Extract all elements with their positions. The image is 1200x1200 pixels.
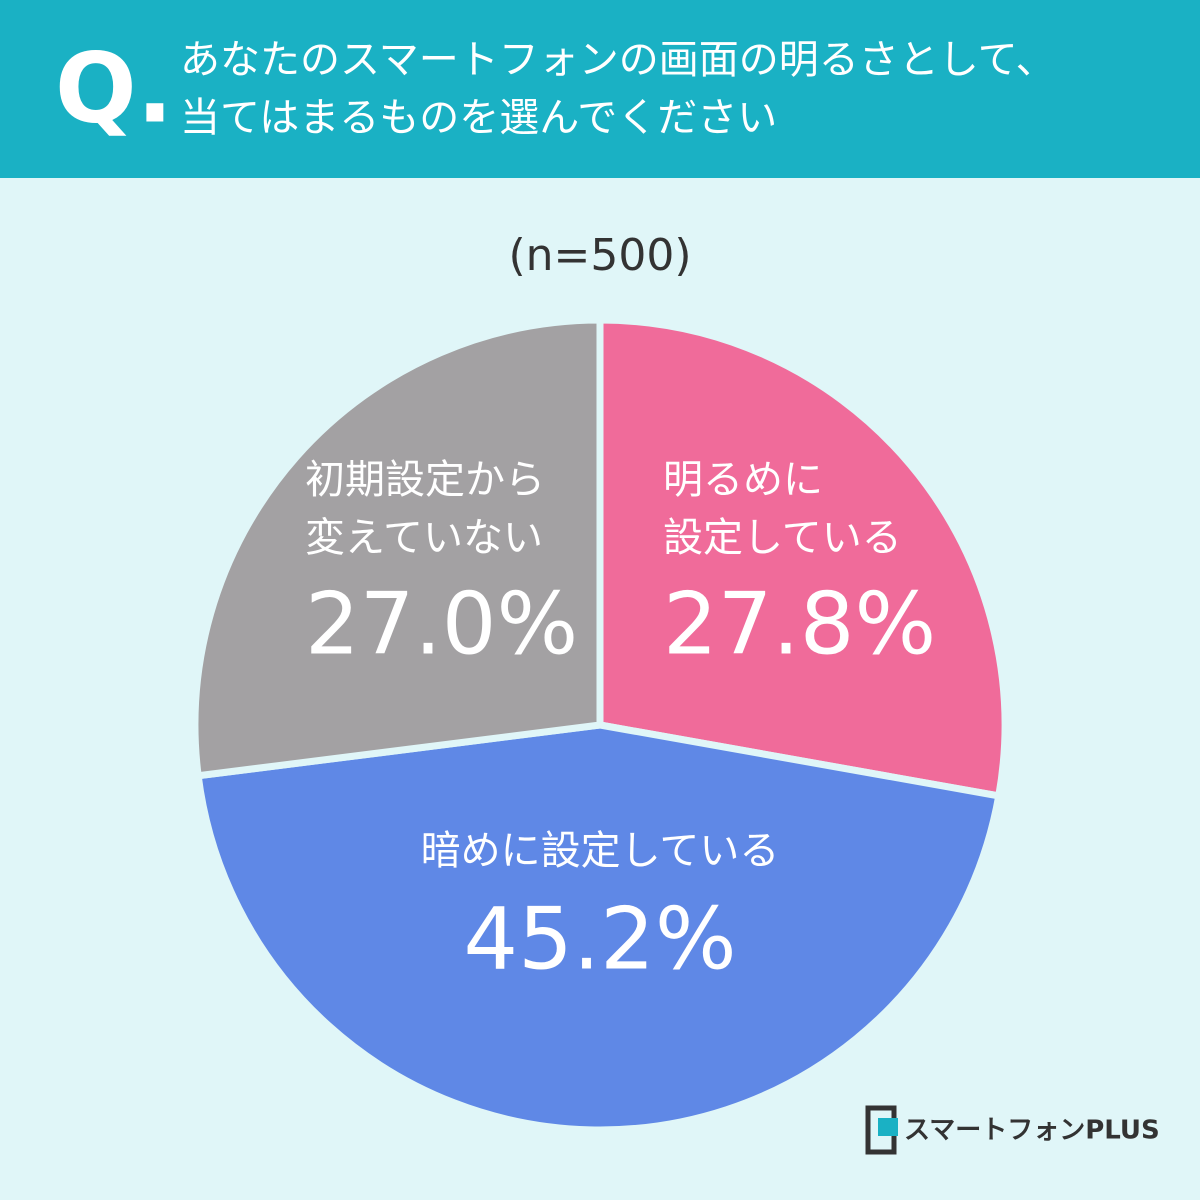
question-mark: Q. <box>55 32 173 144</box>
title-line: 当てはまるものを選んでください <box>180 95 777 141</box>
value-label: 45.2% <box>463 889 736 989</box>
slice-label: 設定している <box>663 515 902 561</box>
logo-icon <box>878 1118 898 1136</box>
slice-label: 変えていない <box>305 515 543 561</box>
pie-slice <box>596 316 1009 800</box>
slice-label: 暗めに設定している <box>421 828 780 874</box>
subtitle: (n=500) <box>508 230 691 281</box>
slice-label: 初期設定から <box>305 457 545 503</box>
value-label: 27.8% <box>663 574 936 674</box>
source: スマートフォンPLUS <box>904 1116 1160 1146</box>
title-line: あなたのスマートフォンの画面の明るさとして、 <box>180 37 1056 83</box>
slice-label: 明るめに <box>663 457 823 503</box>
pie-slice <box>191 316 604 780</box>
value-label: 27.0% <box>305 574 578 674</box>
header <box>0 0 1200 178</box>
pie-slice <box>194 721 1003 1134</box>
logo: スマートフォンPLUS <box>865 1105 1160 1155</box>
